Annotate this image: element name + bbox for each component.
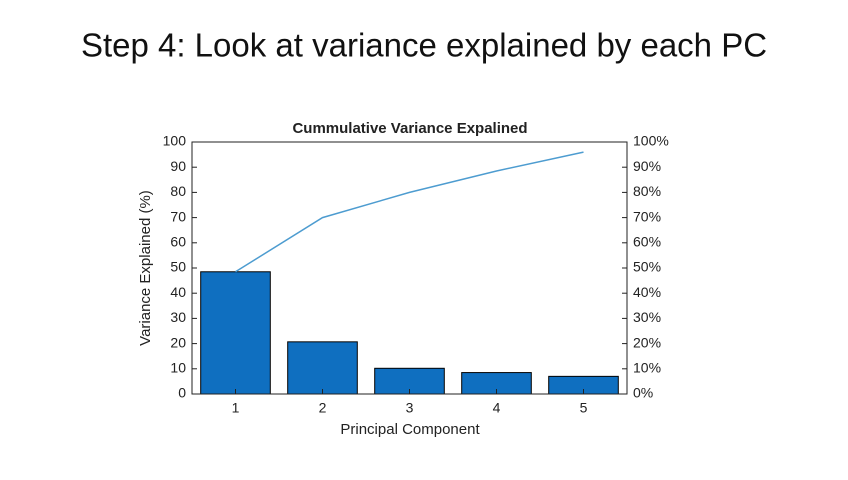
y2-tick-label: 30% — [633, 309, 661, 325]
y2-tick-label: 0% — [633, 385, 653, 401]
y-tick-label: 60 — [170, 234, 186, 250]
x-tick-label: 3 — [406, 400, 414, 416]
x-tick-label: 5 — [580, 400, 588, 416]
y2-tick-label: 70% — [633, 208, 661, 224]
y2-tick-label: 10% — [633, 360, 661, 376]
bar — [200, 271, 271, 395]
y2-tick-label: 50% — [633, 259, 661, 275]
y2-tick-label: 40% — [633, 284, 661, 300]
y-tick-label: 40 — [170, 284, 186, 300]
y-tick-label: 10 — [170, 360, 186, 376]
y-tick-label: 70 — [170, 208, 186, 224]
slide-title: Step 4: Look at variance explained by ea… — [81, 27, 767, 64]
y-tick-label: 50 — [170, 259, 186, 275]
y2-tick-label: 20% — [633, 334, 661, 350]
y-tick-label: 80 — [170, 183, 186, 199]
x-axis-label: Principal Component — [340, 421, 480, 438]
y-tick-label: 90 — [170, 158, 186, 174]
y2-tick-label: 60% — [633, 234, 661, 250]
y2-tick-label: 100% — [633, 133, 669, 149]
y-tick-label: 20 — [170, 334, 186, 350]
y-tick-label: 100 — [163, 133, 187, 149]
y2-tick-label: 80% — [633, 183, 661, 199]
y2-tick-label: 90% — [633, 158, 661, 174]
x-tick-label: 4 — [493, 400, 501, 416]
y-tick-label: 0 — [178, 385, 186, 401]
y-tick-label: 30 — [170, 309, 186, 325]
x-tick-label: 2 — [319, 400, 327, 416]
bar — [287, 341, 358, 395]
y-axis-label: Variance Explained (%) — [137, 190, 154, 346]
chart-title: Cummulative Variance Expalined — [292, 120, 527, 137]
x-tick-label: 1 — [232, 400, 240, 416]
cumulative-line — [235, 151, 584, 273]
